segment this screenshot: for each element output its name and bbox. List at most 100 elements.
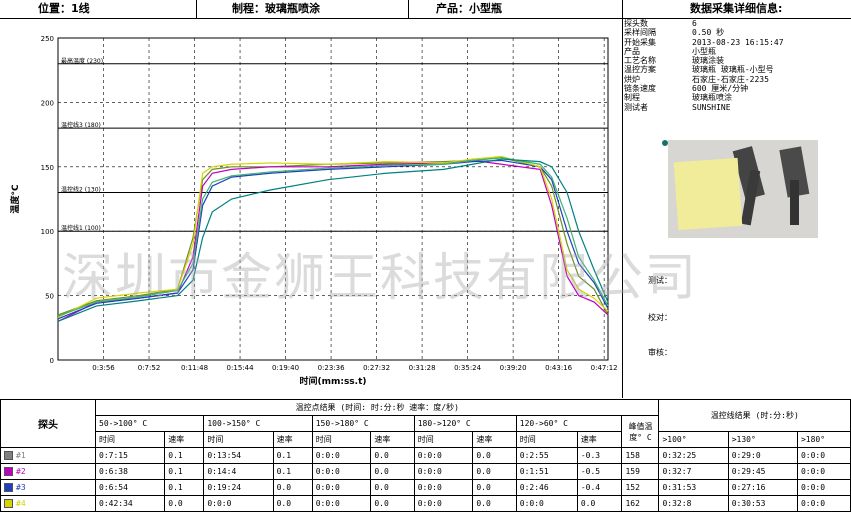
y-tick-label: 50	[45, 293, 54, 301]
info-row: 产品 小型瓶	[624, 47, 851, 56]
table-cell: 0.0	[370, 463, 415, 480]
x-tick-label: 0:15:44	[227, 364, 255, 372]
table-cell: 0:14:4	[203, 463, 274, 480]
table-cell: 0:6:54	[94, 479, 166, 496]
table-cell: -0.5	[576, 463, 623, 480]
results-table: 探头 温控点结果 (时间: 时:分:秒 速率：度/秒) 温控线结果 (时:分:秒) 5…	[0, 399, 851, 512]
info-row: 采样间隔 0.50 秒	[624, 28, 851, 37]
table-cell: 0:0:0	[796, 463, 851, 480]
table-cell: 0.0	[472, 495, 517, 512]
header-detail-title: 数据采集详细信息:	[690, 2, 783, 15]
peak-header: 峰值温度° C	[621, 415, 660, 448]
probe-label: #2	[16, 467, 26, 476]
panel-divider	[622, 19, 623, 398]
range-header: 50->100° C	[94, 415, 205, 432]
clip-parts-image	[732, 146, 810, 226]
probe-label: #1	[16, 451, 26, 460]
probe-swatch	[4, 499, 13, 508]
info-value: 6	[692, 19, 697, 28]
table-cell: -0.3	[576, 447, 623, 464]
y-tick-label: 150	[41, 164, 54, 172]
x-tick-label: 0:39:20	[500, 364, 527, 372]
table-cell: 0.1	[164, 479, 205, 496]
header-product: 产品：小型瓶	[436, 2, 502, 15]
info-value: 玻璃瓶喷涂	[692, 93, 732, 103]
sign-check: 校对：	[648, 313, 672, 322]
table-cell: 0:6:38	[94, 463, 166, 480]
table-cell: 0:0:0	[413, 495, 474, 512]
x-tick-label: 0:31:28	[409, 364, 436, 372]
table-row: #2 0:6:38 0.1 0:14:4 0.1 0:0:0 0.0 0:0:0 0.0 0:1:…	[0, 463, 851, 480]
sticky-note	[673, 157, 743, 231]
x-tick-label: 0:43:16	[545, 364, 573, 372]
range-header: 120->60° C	[515, 415, 623, 432]
probe-cell: #4	[0, 495, 96, 512]
table-cell: 0:0:0	[796, 479, 851, 496]
series-line-probe6	[57, 158, 609, 322]
table-cell: 0.0	[164, 495, 205, 512]
y-axis-label: 温度°C	[9, 184, 21, 214]
info-key: 温控方案	[624, 65, 656, 75]
table-sub-row: 时间 速率 时间 速率 时间 速率 时间 速率 时间 速率 >100° >130° >180°	[1, 431, 851, 448]
table-cell: 0.0	[576, 495, 623, 512]
table-cell: 0:0:0	[311, 447, 372, 464]
table-cell: 0:29:45	[727, 463, 798, 480]
limit-label: 温控线1 (100)	[61, 224, 101, 232]
table-cell: 158	[621, 447, 660, 464]
table-cell: 152	[621, 479, 660, 496]
info-value: 0.50 秒	[692, 28, 725, 38]
info-key: 产品	[624, 46, 640, 56]
table-cell: 159	[621, 463, 660, 480]
table-cell: 0.1	[272, 447, 313, 464]
probe-header: 探头	[0, 399, 96, 448]
time-subheader: 时间	[94, 431, 166, 448]
table-cell: 0:29:0	[727, 447, 798, 464]
probe-cell: #1	[0, 447, 96, 464]
table-cell: 0:0:0	[311, 479, 372, 496]
info-row: 烘炉 石家庄-石家庄-2235	[624, 75, 851, 84]
table-cell: 0:0:0	[311, 463, 372, 480]
table-cell: 0.1	[164, 463, 205, 480]
table-cell: 0.0	[272, 479, 313, 496]
table-cell: 0:0:0	[413, 463, 474, 480]
x-tick-label: 0:35:24	[454, 364, 482, 372]
time-subheader: 时间	[515, 431, 578, 448]
y-tick-label: 200	[41, 99, 54, 107]
table-cell: 0:32:8	[658, 495, 729, 512]
probe-swatch	[4, 451, 13, 460]
table-cell: 0:0:0	[311, 495, 372, 512]
limit-label: 温控线2 (130)	[61, 186, 101, 194]
table-cell: 0.0	[370, 495, 415, 512]
limit-label: 温控线3 (180)	[61, 121, 101, 129]
table-cell: 0.0	[272, 495, 313, 512]
info-row: 温控方案 玻璃瓶 玻璃瓶-小型号	[624, 65, 851, 74]
threshold-header: >100°	[658, 431, 729, 448]
series-line-probe5	[57, 157, 609, 317]
info-value: 玻璃瓶 玻璃瓶-小型号	[692, 65, 774, 75]
probe-cell: #3	[0, 479, 96, 496]
table-cell: 0:19:24	[203, 479, 274, 496]
info-row: 开始采集 2013-08-23 16:15:47	[624, 38, 851, 47]
info-key: 工艺名称	[624, 56, 656, 66]
table-cell: 0:0:0	[796, 447, 851, 464]
probe-label: #3	[16, 483, 26, 492]
table-row: #3 0:6:54 0.1 0:19:24 0.0 0:0:0 0.0 0:0:0 0.0 0:2…	[0, 479, 851, 496]
info-value: 小型瓶	[692, 46, 716, 56]
info-key: 测试者	[624, 102, 648, 112]
group2-header: 温控线结果 (时:分:秒)	[658, 399, 851, 432]
sign-test: 测试：	[648, 276, 672, 285]
probe-cell: #2	[0, 463, 96, 480]
threshold-header: >130°	[727, 431, 798, 448]
limit-label: 最高温度 (230)	[61, 57, 103, 65]
probe-swatch	[4, 483, 13, 492]
table-header-row: 探头 温控点结果 (时间: 时:分:秒 速率：度/秒) 温控线结果 (时:分:秒)	[0, 399, 851, 448]
info-key: 制程	[624, 93, 640, 103]
info-block: 探头数 6 采样间隔 0.50 秒开始采集 2013-08-23 16:15:47 产品 小…	[624, 19, 851, 131]
temperature-chart: 0 50 100 150 200 250 0:3:56 0:7:52 0:11:48 0:15:4…	[9, 35, 618, 387]
table-cell: 0:13:54	[203, 447, 274, 464]
header-position: 位置：1线	[38, 2, 90, 15]
table-cell: 0.0	[472, 479, 517, 496]
table-cell: 0:32:25	[658, 447, 729, 464]
rate-subheader: 速率	[164, 431, 205, 448]
probe-label: #4	[16, 499, 26, 508]
